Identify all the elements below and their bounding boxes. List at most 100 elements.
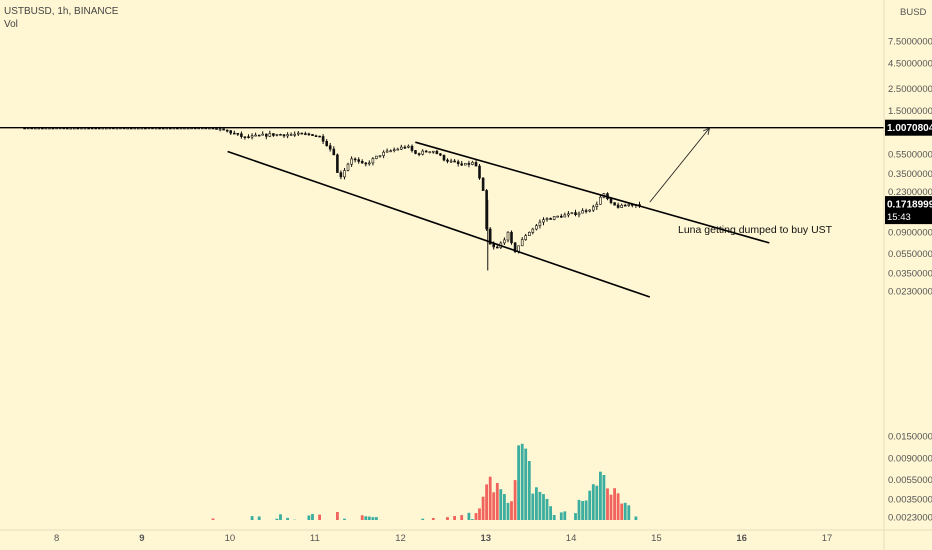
time-tick-label: 10 — [225, 533, 236, 544]
candle-body — [446, 159, 449, 162]
volume-bar — [257, 516, 261, 520]
volume-bar — [431, 518, 435, 520]
candle-body — [233, 132, 236, 135]
candle-body — [410, 145, 414, 151]
candle-body — [414, 150, 417, 154]
candle-body — [353, 158, 357, 161]
candle-body — [463, 163, 467, 166]
volume-bar — [478, 508, 481, 520]
symbol-label[interactable]: USTBUSD, 1h, BINANCE — [4, 6, 119, 17]
candle-body — [346, 163, 350, 171]
volume-bar — [495, 483, 499, 520]
candle-body — [399, 146, 403, 150]
candle-body — [417, 153, 421, 155]
candle-body — [431, 150, 435, 153]
candle-body — [527, 232, 531, 237]
candle-body — [403, 146, 407, 149]
candle-body — [531, 228, 535, 233]
candle-body — [375, 155, 378, 159]
volume-bar — [577, 499, 581, 520]
volume-bar — [499, 489, 503, 520]
candle-body — [243, 136, 247, 138]
volume-bar — [552, 515, 556, 520]
candle-body — [389, 150, 393, 153]
candle-body — [513, 242, 517, 253]
candle-body — [567, 213, 570, 216]
level-price-tag — [885, 119, 932, 136]
candle-body — [272, 133, 275, 136]
volume-bar — [343, 518, 346, 520]
candle-body — [392, 149, 396, 151]
last-price-text: 0.17189996 — [887, 200, 932, 211]
volume-bar — [591, 484, 595, 520]
candle-body — [467, 163, 471, 165]
candle-body — [627, 204, 631, 206]
time-tick-label: 14 — [566, 533, 577, 544]
candle-body — [222, 128, 225, 131]
candle-body — [264, 133, 268, 137]
volume-bar — [634, 516, 638, 520]
volume-bar — [581, 501, 584, 520]
projection-arrow[interactable] — [649, 127, 711, 203]
last-price-tag — [885, 196, 932, 225]
candle-body — [442, 154, 446, 161]
candle-body — [545, 218, 549, 220]
volume-bar — [318, 514, 321, 520]
candle-body — [350, 158, 353, 165]
candle-body — [506, 231, 510, 241]
candle-body — [367, 162, 371, 165]
volume-bar — [467, 512, 471, 520]
candle-body — [300, 132, 304, 135]
volume-label[interactable]: Vol — [4, 19, 18, 30]
volume-bar — [503, 494, 506, 520]
time-tick-label: 17 — [822, 533, 833, 544]
chart-legend: USTBUSD, 1h, BINANCE Vol — [4, 5, 118, 31]
candle-body — [421, 150, 425, 155]
candle-body — [293, 133, 297, 136]
candle-body — [254, 134, 257, 137]
trend-line[interactable] — [227, 150, 651, 298]
drawings — [0, 127, 884, 298]
price-tick-label: 0.00230000 — [888, 513, 932, 524]
candle-body — [439, 153, 442, 156]
volume-bar — [275, 518, 279, 520]
candle-body — [524, 235, 528, 240]
candle-body — [492, 243, 496, 248]
candle-body — [620, 204, 624, 208]
candle-body — [481, 177, 485, 191]
candle-body — [559, 215, 563, 218]
candle-body — [328, 145, 332, 150]
time-tick-label: 12 — [395, 533, 406, 544]
candle-body — [360, 161, 364, 164]
candle-body — [588, 209, 592, 212]
volume-bar — [616, 493, 620, 520]
candle-body — [574, 212, 577, 216]
candle-body — [282, 134, 286, 137]
trend-line[interactable] — [415, 141, 770, 244]
candle-body — [385, 150, 389, 153]
volume-bar — [211, 518, 215, 520]
volume-bar — [527, 461, 531, 520]
candle-body — [474, 162, 478, 167]
volume-bar — [367, 516, 371, 520]
level-price-text: 1.00708041 — [887, 123, 932, 134]
candle-body — [215, 128, 218, 130]
candle-body — [289, 134, 293, 136]
candle-body — [321, 136, 325, 142]
annotation-text[interactable]: Luna getting dumped to buy UST — [678, 224, 833, 236]
candle-body — [449, 160, 453, 163]
candle-body — [570, 212, 574, 214]
candle-body — [240, 133, 243, 137]
candle-body — [311, 134, 314, 136]
